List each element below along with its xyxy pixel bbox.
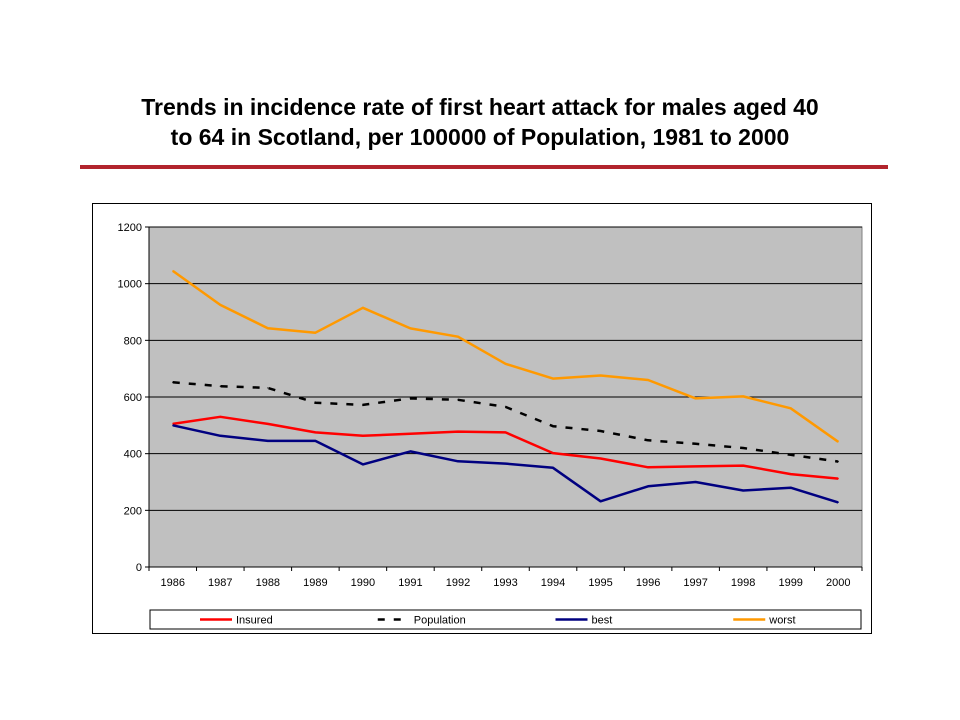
title-line-1: Trends in incidence rate of first heart … (141, 94, 819, 120)
x-tick-label: 1994 (541, 577, 565, 589)
data-point-best (695, 481, 697, 483)
legend-box (149, 609, 862, 630)
data-point-best (599, 500, 602, 502)
legend-label-worst: worst (768, 615, 795, 627)
title-divider (80, 165, 888, 169)
data-point-insured (742, 464, 744, 467)
y-tick-label: 600 (124, 392, 142, 404)
data-point-best (457, 460, 459, 462)
x-tick-label: 1992 (446, 577, 470, 589)
x-tick-label: 1987 (208, 577, 232, 589)
data-point-insured (267, 423, 269, 425)
data-point-worst (267, 327, 269, 329)
data-point-population (695, 443, 697, 445)
data-point-population (219, 385, 221, 387)
x-tick-label: 1995 (588, 577, 612, 589)
y-tick-label: 400 (124, 449, 142, 461)
legend-label-insured: Insured (236, 615, 273, 627)
slide-title: Trends in incidence rate of first heart … (60, 92, 900, 152)
data-point-population (647, 439, 649, 441)
data-point-best (314, 440, 316, 442)
chart-frame: 0 200 400 600 800 1000 1200 1986 1987 1988 1989 199… (92, 203, 872, 634)
data-point-best (790, 487, 792, 489)
y-tick-label: 200 (124, 505, 142, 517)
data-point-best (742, 489, 744, 492)
x-tick-label: 1991 (398, 577, 422, 589)
data-point-best (172, 424, 174, 426)
data-point-best (647, 485, 649, 487)
x-tick-label: 1996 (636, 577, 660, 589)
data-point-worst (314, 332, 316, 334)
data-point-worst (457, 336, 459, 338)
legend-label-best: best (592, 615, 613, 627)
data-point-insured (837, 478, 839, 480)
x-tick-label: 1986 (161, 577, 185, 589)
data-point-worst (837, 441, 839, 443)
data-point-best (409, 450, 412, 452)
data-point-insured (647, 466, 649, 468)
data-point-population (552, 425, 554, 427)
data-point-insured (695, 465, 697, 468)
data-point-insured (409, 433, 412, 435)
data-point-worst (409, 327, 412, 330)
data-point-population (742, 447, 744, 449)
data-point-insured (504, 431, 507, 434)
data-point-insured (457, 430, 459, 433)
data-point-insured (219, 416, 221, 418)
data-point-best (552, 467, 554, 469)
data-point-population (457, 399, 459, 401)
x-tick-label: 1990 (351, 577, 375, 589)
y-tick-label: 1000 (118, 279, 142, 291)
x-tick-label: 1997 (683, 577, 707, 589)
data-point-worst (219, 304, 221, 306)
data-point-worst (362, 307, 364, 309)
data-point-population (837, 461, 839, 463)
data-point-worst (172, 270, 174, 272)
x-tick-label: 1993 (493, 577, 517, 589)
data-point-population (790, 454, 792, 456)
title-line-2: to 64 in Scotland, per 100000 of Populat… (170, 124, 790, 150)
data-point-population (267, 387, 269, 389)
x-tick-label: 1989 (303, 577, 327, 589)
data-point-worst (552, 377, 554, 380)
y-tick-label: 1200 (118, 222, 142, 234)
data-point-worst (504, 363, 507, 365)
legend-label-population: Population (414, 615, 466, 627)
line-chart: 0 200 400 600 800 1000 1200 1986 1987 1988 1989 199… (118, 222, 863, 630)
data-point-population (599, 430, 602, 432)
data-point-best (837, 501, 839, 503)
data-point-population (314, 402, 316, 404)
data-point-population (504, 406, 507, 408)
data-point-best (267, 440, 269, 442)
data-point-worst (790, 407, 792, 409)
y-tick-label: 800 (124, 335, 142, 347)
data-point-population (172, 381, 174, 383)
data-point-best (219, 435, 221, 437)
data-point-worst (647, 379, 649, 381)
data-point-insured (314, 431, 316, 434)
data-point-best (362, 463, 364, 466)
x-tick-label: 2000 (826, 577, 850, 589)
data-point-insured (362, 435, 364, 437)
data-point-population (362, 404, 364, 406)
data-point-worst (742, 395, 744, 398)
data-point-insured (790, 473, 792, 475)
data-point-worst (695, 397, 697, 400)
data-point-best (504, 462, 507, 465)
x-tick-label: 1998 (731, 577, 755, 589)
data-point-insured (552, 452, 554, 454)
x-tick-label: 1988 (256, 577, 280, 589)
data-point-population (409, 397, 412, 400)
data-point-insured (599, 457, 602, 460)
y-tick-label: 0 (136, 562, 142, 574)
x-tick-label: 1999 (778, 577, 802, 589)
data-point-worst (599, 374, 602, 377)
